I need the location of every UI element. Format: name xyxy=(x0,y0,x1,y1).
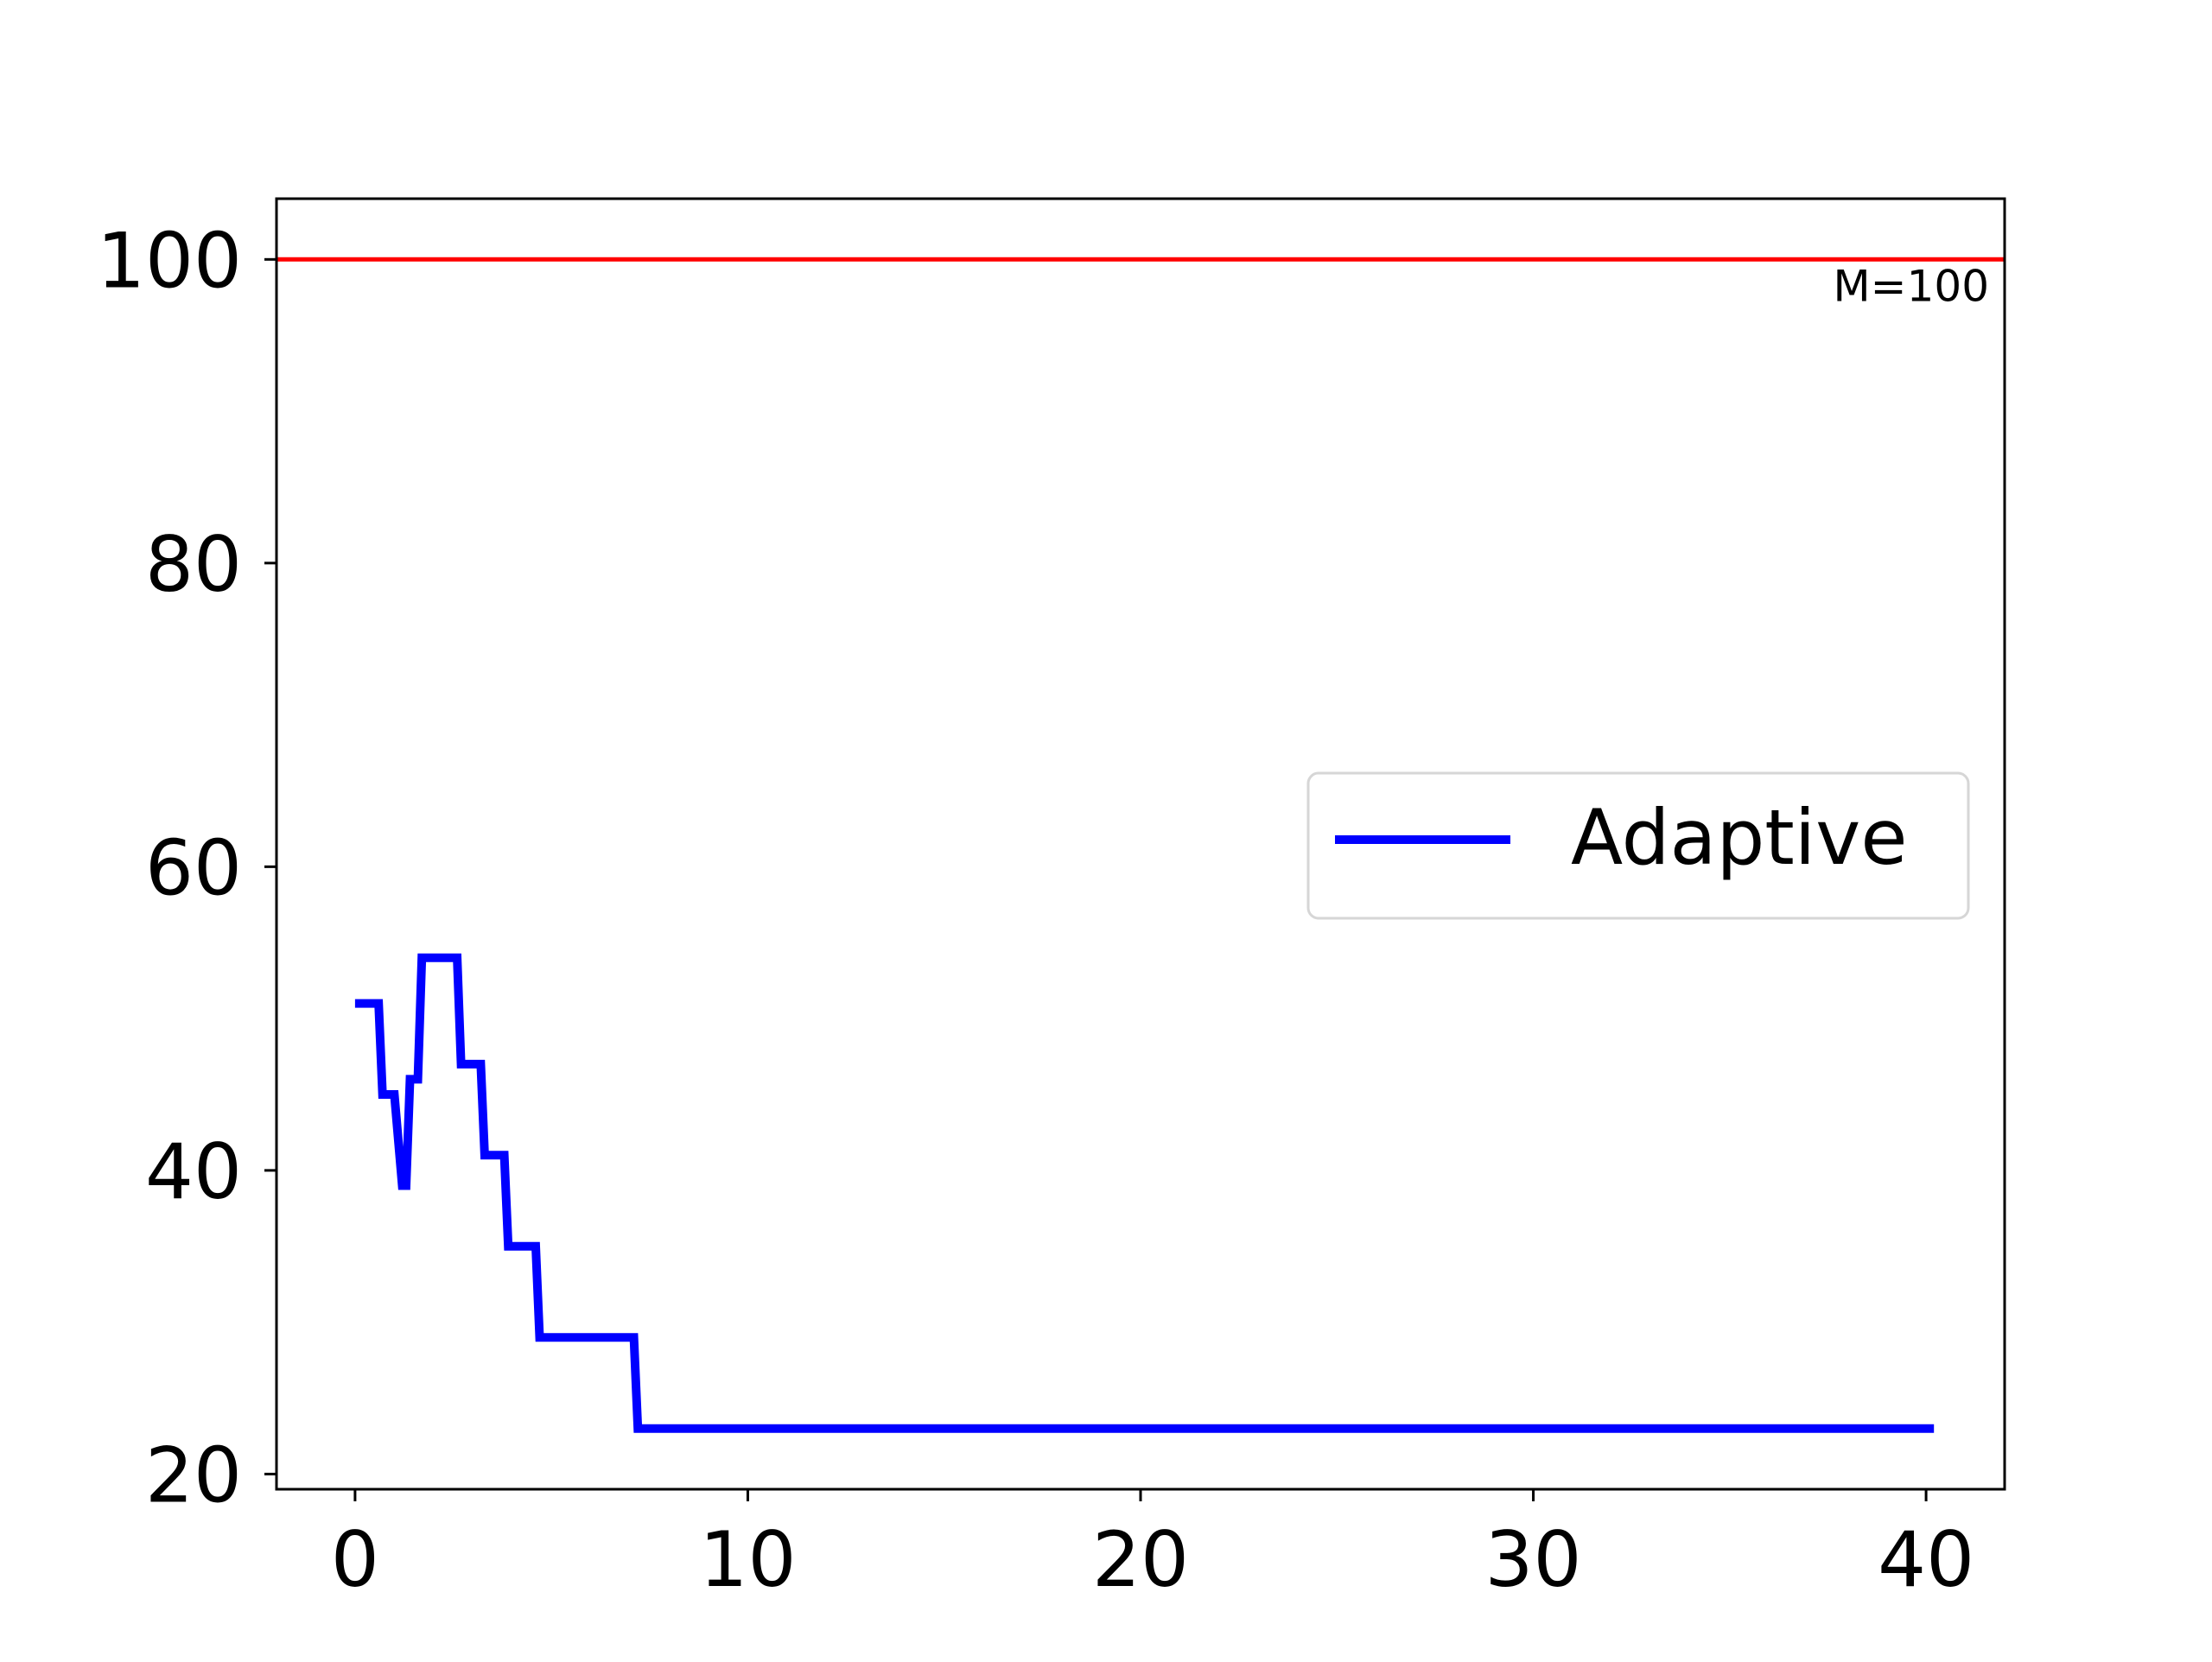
reference-line-layer: M=100 xyxy=(276,257,2005,311)
y-tick-label: 100 xyxy=(97,216,242,305)
y-tick-label: 40 xyxy=(145,1127,242,1216)
legend: Adaptive xyxy=(1306,771,1970,920)
series-layer xyxy=(354,953,1935,1433)
y-tick-label: 20 xyxy=(145,1430,242,1519)
x-tick-label: 0 xyxy=(331,1515,379,1604)
x-tick-label: 20 xyxy=(1092,1515,1189,1604)
reference-line-label: M=100 xyxy=(1834,261,1989,311)
x-tick-label: 30 xyxy=(1485,1515,1582,1604)
x-tick-label: 40 xyxy=(1878,1515,1974,1604)
x-axis-ticks: 0 10 20 30 40 xyxy=(331,1489,1974,1604)
y-tick-label: 60 xyxy=(145,823,242,912)
legend-box xyxy=(1306,771,1970,920)
y-axis-ticks: 20 40 60 80 100 xyxy=(97,216,276,1519)
y-tick-label: 80 xyxy=(145,520,242,609)
series-line-adaptive xyxy=(354,953,1935,1433)
legend-label-adaptive: Adaptive xyxy=(1571,793,1907,882)
x-tick-label: 10 xyxy=(699,1515,796,1604)
